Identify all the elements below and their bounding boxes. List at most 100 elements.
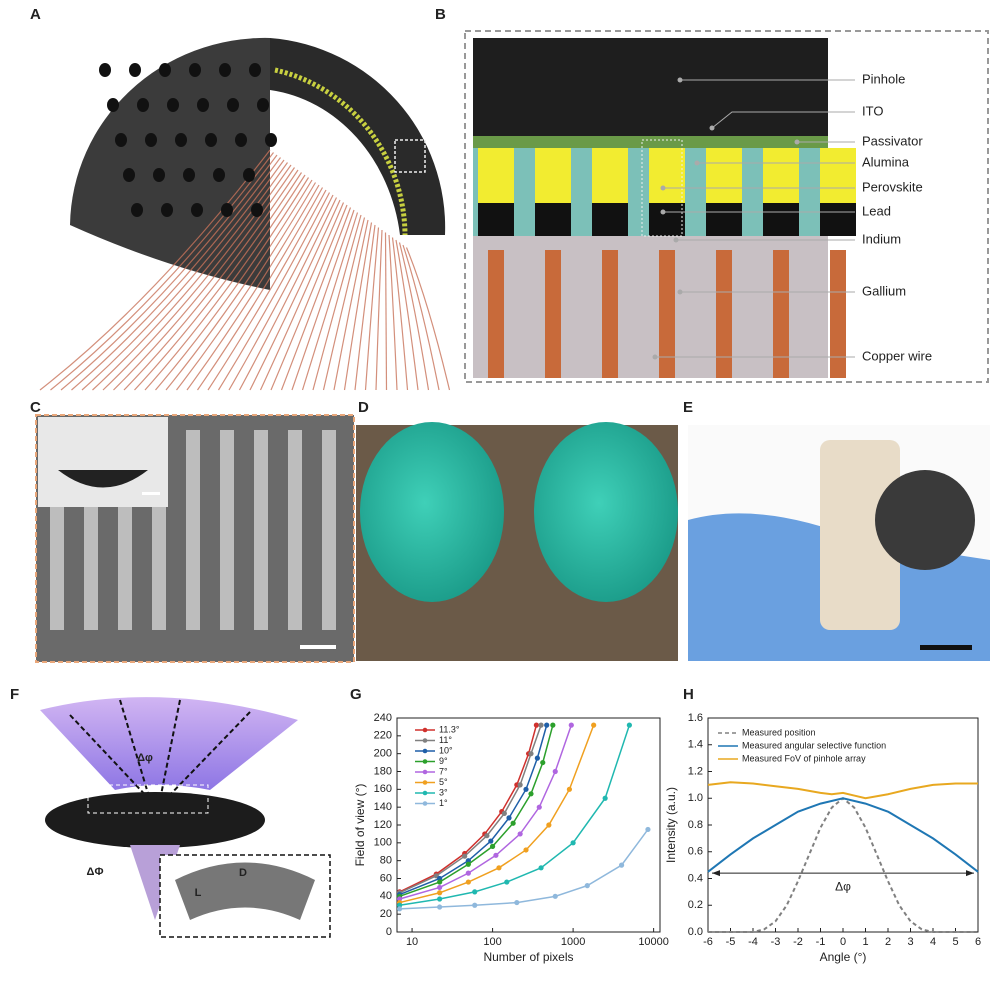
- perovskite: [649, 148, 685, 203]
- sem-pillar: [322, 430, 336, 630]
- wire: [388, 234, 398, 391]
- x-tick-label: 1000: [561, 936, 585, 948]
- angle-label: L: [195, 887, 202, 899]
- y-tick-label: 0.4: [688, 872, 703, 884]
- wire: [228, 194, 334, 391]
- copper-wire: [545, 250, 561, 378]
- wire: [280, 207, 352, 391]
- panel-label: B: [435, 6, 446, 23]
- data-point: [437, 904, 443, 910]
- wire: [384, 232, 388, 391]
- layer-label: Pinhole: [862, 71, 905, 86]
- hole: [251, 203, 263, 217]
- hole: [257, 98, 269, 112]
- data-point: [465, 858, 471, 864]
- layer-illustration: [464, 30, 989, 383]
- hole: [129, 63, 141, 77]
- data-point: [496, 865, 502, 871]
- sem-image: [35, 414, 355, 663]
- data-point: [534, 755, 540, 761]
- hole: [145, 133, 157, 147]
- panel-label: G: [350, 686, 362, 703]
- data-point: [536, 804, 542, 810]
- hole: [235, 133, 247, 147]
- data-point: [568, 722, 574, 728]
- x-tick-label: 4: [930, 936, 936, 948]
- wire: [134, 172, 303, 391]
- hole: [161, 203, 173, 217]
- angle-label: Δφ: [137, 752, 153, 764]
- legend-marker: [422, 801, 428, 806]
- fov-illustration: [40, 697, 331, 938]
- y-tick-label: 1.6: [688, 712, 703, 724]
- panel-label: H: [683, 686, 694, 703]
- series-line: [399, 724, 538, 893]
- y-axis-label: Intensity (a.u.): [664, 787, 678, 863]
- lead: [592, 203, 628, 236]
- data-point: [493, 852, 499, 858]
- hole: [183, 168, 195, 182]
- legend-marker: [422, 738, 428, 743]
- data-point: [584, 883, 590, 889]
- y-tick-label: 200: [374, 748, 392, 760]
- lead: [649, 203, 685, 236]
- data-point: [472, 902, 478, 908]
- wire: [144, 174, 306, 391]
- hole: [189, 63, 201, 77]
- copper-wire: [830, 250, 846, 378]
- wire: [270, 204, 348, 391]
- wire: [60, 154, 278, 391]
- data-point: [645, 826, 651, 833]
- hole: [265, 133, 277, 147]
- x-tick-label: 1: [862, 936, 868, 948]
- wire: [113, 167, 295, 391]
- layer-label: Passivator: [862, 133, 923, 148]
- data-point: [501, 810, 507, 817]
- dome-illustration: [39, 37, 451, 391]
- perovskite: [820, 148, 856, 203]
- hole: [107, 98, 119, 112]
- wire: [322, 217, 366, 391]
- wire: [291, 209, 355, 391]
- y-tick-label: 120: [374, 819, 392, 831]
- data-point: [544, 722, 550, 728]
- data-point: [437, 879, 443, 885]
- wire: [39, 149, 271, 391]
- series-line: [399, 724, 573, 900]
- wire: [391, 237, 409, 391]
- x-tick-label: 2: [885, 936, 891, 948]
- wire: [398, 242, 430, 391]
- series-line: [399, 724, 548, 896]
- data-point: [489, 843, 496, 850]
- hole: [227, 98, 239, 112]
- hole: [153, 168, 165, 182]
- y-tick-label: 240: [374, 712, 392, 724]
- x-tick-label: -1: [816, 936, 826, 948]
- legend-label: 9°: [439, 756, 448, 766]
- layer-label: Lead: [862, 203, 891, 218]
- legend-label: 11.3°: [439, 724, 460, 734]
- y-tick-label: 100: [374, 837, 392, 849]
- hole: [249, 63, 261, 77]
- x-tick-label: -6: [703, 936, 713, 948]
- hole: [99, 63, 111, 77]
- y-tick-label: 0.8: [688, 819, 703, 831]
- x-tick-label: -2: [793, 936, 803, 948]
- data-point: [437, 890, 443, 896]
- hole: [175, 133, 187, 147]
- hole: [205, 133, 217, 147]
- hole: [131, 203, 143, 217]
- sem-pillar: [186, 430, 200, 630]
- y-tick-label: 1.2: [688, 765, 703, 777]
- data-point: [570, 840, 576, 846]
- y-tick-label: 20: [380, 908, 392, 920]
- hole: [243, 168, 255, 182]
- angle-label: D: [239, 867, 247, 879]
- data-point: [465, 870, 471, 876]
- y-tick-label: 140: [374, 801, 392, 813]
- data-point: [550, 722, 556, 728]
- data-point: [514, 899, 520, 906]
- hole: [159, 63, 171, 77]
- wire: [186, 184, 320, 391]
- x-tick-label: 100: [483, 936, 501, 948]
